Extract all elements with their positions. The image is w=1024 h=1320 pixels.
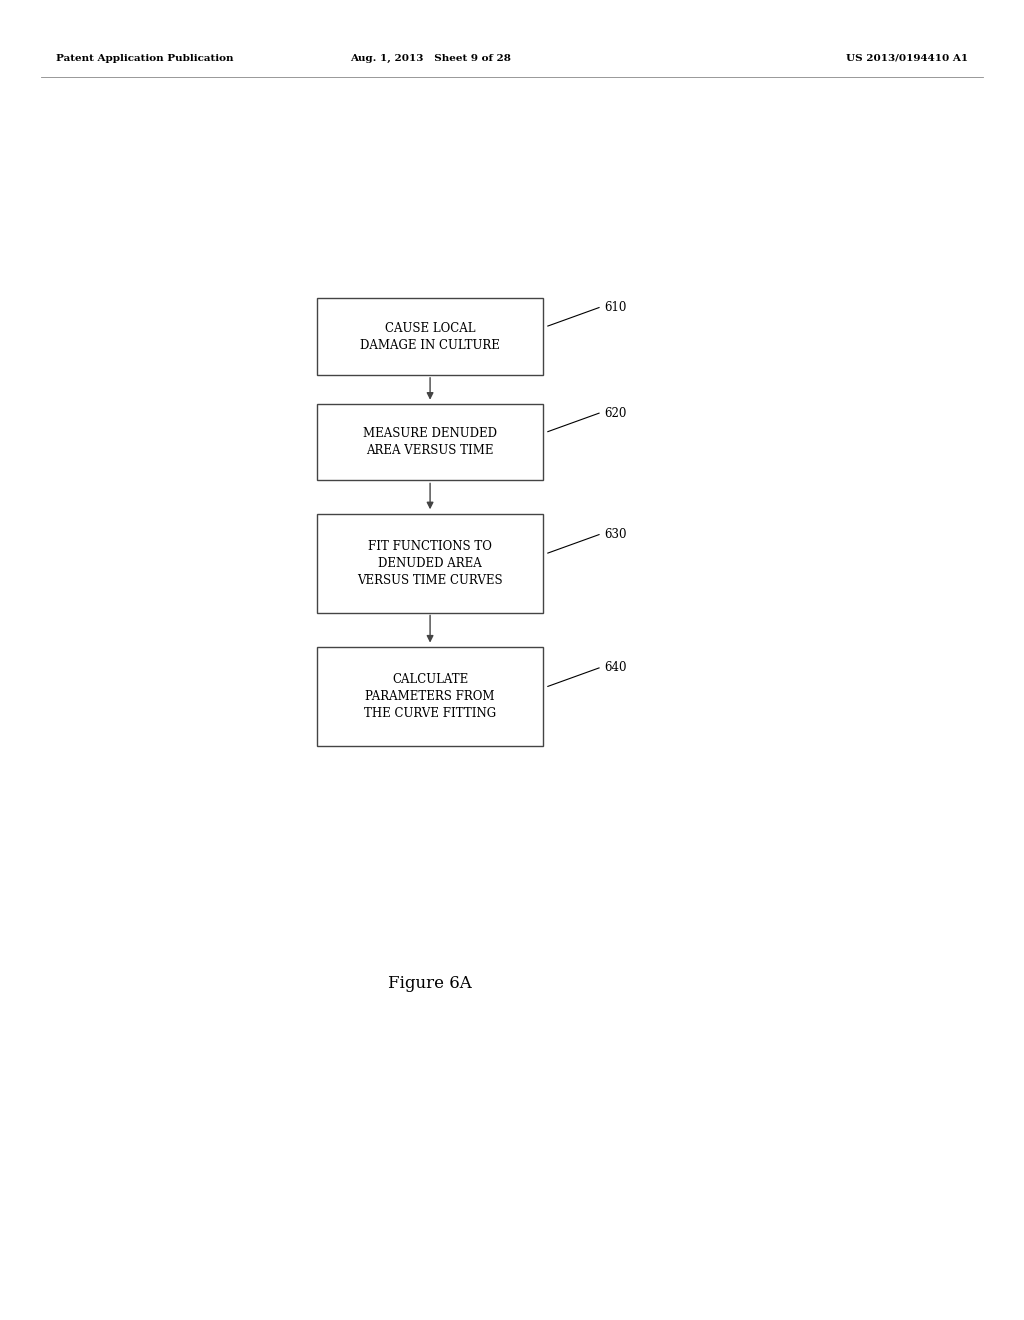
Text: US 2013/0194410 A1: US 2013/0194410 A1 bbox=[846, 54, 968, 62]
Bar bbox=[317, 648, 543, 747]
Text: 630: 630 bbox=[604, 528, 627, 541]
Text: CALCULATE
PARAMETERS FROM
THE CURVE FITTING: CALCULATE PARAMETERS FROM THE CURVE FITT… bbox=[364, 673, 497, 721]
Text: MEASURE DENUDED
AREA VERSUS TIME: MEASURE DENUDED AREA VERSUS TIME bbox=[364, 428, 497, 457]
Text: Figure 6A: Figure 6A bbox=[388, 975, 472, 991]
Text: CAUSE LOCAL
DAMAGE IN CULTURE: CAUSE LOCAL DAMAGE IN CULTURE bbox=[360, 322, 500, 351]
Text: 620: 620 bbox=[604, 407, 627, 420]
Text: FIT FUNCTIONS TO
DENUDED AREA
VERSUS TIME CURVES: FIT FUNCTIONS TO DENUDED AREA VERSUS TIM… bbox=[357, 540, 503, 587]
Text: 640: 640 bbox=[604, 661, 627, 675]
Text: Aug. 1, 2013   Sheet 9 of 28: Aug. 1, 2013 Sheet 9 of 28 bbox=[349, 54, 511, 62]
Bar bbox=[317, 404, 543, 480]
Bar bbox=[317, 515, 543, 612]
Bar bbox=[317, 298, 543, 375]
Text: Patent Application Publication: Patent Application Publication bbox=[56, 54, 233, 62]
Text: 610: 610 bbox=[604, 301, 627, 314]
